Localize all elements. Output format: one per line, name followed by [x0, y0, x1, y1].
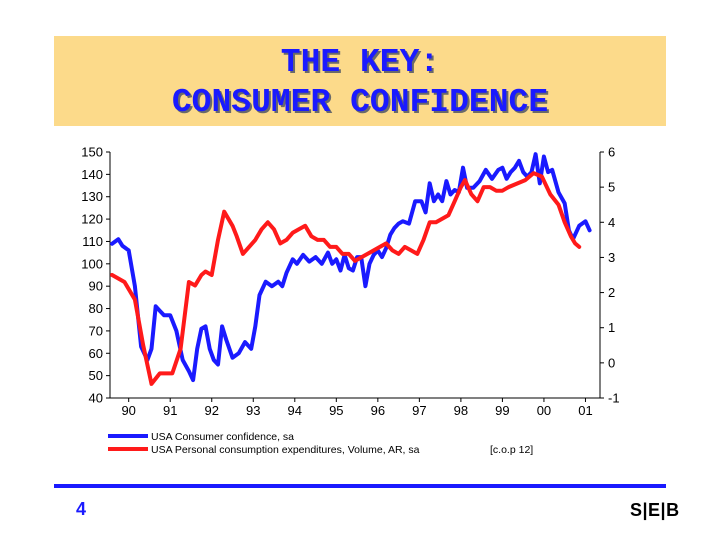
x-tick-label: 01	[578, 403, 592, 418]
right-tick-label: 0	[608, 355, 615, 370]
right-tick-label: 3	[608, 250, 615, 265]
x-tick-label: 99	[495, 403, 509, 418]
left-tick-label: 140	[81, 167, 103, 182]
right-tick-label: 6	[608, 145, 615, 160]
left-tick-label: 110	[82, 234, 103, 249]
series-line-2	[110, 171, 582, 386]
x-tick-label: 94	[288, 403, 302, 418]
legend-note: [c.o.p 12]	[490, 444, 533, 456]
series-line-1	[110, 152, 592, 383]
left-tick-label: 120	[81, 212, 103, 227]
left-axis-ticks: 40 50 60 70 80 90 100 110 120 130 140 150	[81, 145, 110, 406]
x-tick-label: 90	[121, 403, 135, 418]
x-tick-label: 97	[412, 403, 426, 418]
footer-divider	[54, 484, 666, 488]
legend-label-2: USA Personal consumption expenditures, V…	[151, 444, 420, 456]
left-tick-label: 60	[89, 346, 103, 361]
left-tick-label: 130	[81, 189, 103, 204]
series-lines	[110, 152, 592, 386]
right-tick-label: 1	[608, 320, 615, 335]
x-tick-label: 91	[163, 403, 177, 418]
x-tick-label: 93	[246, 403, 260, 418]
x-tick-label: 96	[371, 403, 385, 418]
slide-title-line-1: THE KEY:	[280, 44, 440, 81]
seb-logo: S|E|B	[630, 500, 680, 520]
right-tick-label: 5	[608, 180, 615, 195]
right-axis-ticks: -1 0 1 2 3 4 5 6	[600, 145, 620, 406]
x-tick-label: 98	[454, 403, 468, 418]
slide-title-line-2: CONSUMER CONFIDENCE	[171, 84, 549, 121]
x-tick-label: 00	[537, 403, 551, 418]
left-tick-label: 40	[89, 391, 103, 406]
page-number: 4	[76, 499, 87, 519]
right-tick-label: -1	[608, 391, 620, 406]
x-axis-ticks: 90 91 92 93 94 95 96 97 98 99 00 01	[121, 398, 593, 418]
left-tick-label: 70	[89, 323, 103, 338]
left-tick-label: 50	[89, 368, 103, 383]
right-tick-label: 4	[608, 215, 615, 230]
left-tick-label: 100	[81, 256, 103, 271]
left-tick-label: 90	[89, 279, 103, 294]
left-tick-label: 150	[81, 145, 103, 160]
x-tick-label: 95	[329, 403, 343, 418]
legend-label-1: USA Consumer confidence, sa	[151, 431, 294, 443]
left-tick-label: 80	[89, 301, 103, 316]
title-banner: THE KEY: CONSUMER CONFIDENCE	[54, 36, 666, 126]
chart-axes	[109, 152, 601, 399]
x-tick-label: 92	[205, 403, 219, 418]
right-tick-label: 2	[608, 285, 615, 300]
